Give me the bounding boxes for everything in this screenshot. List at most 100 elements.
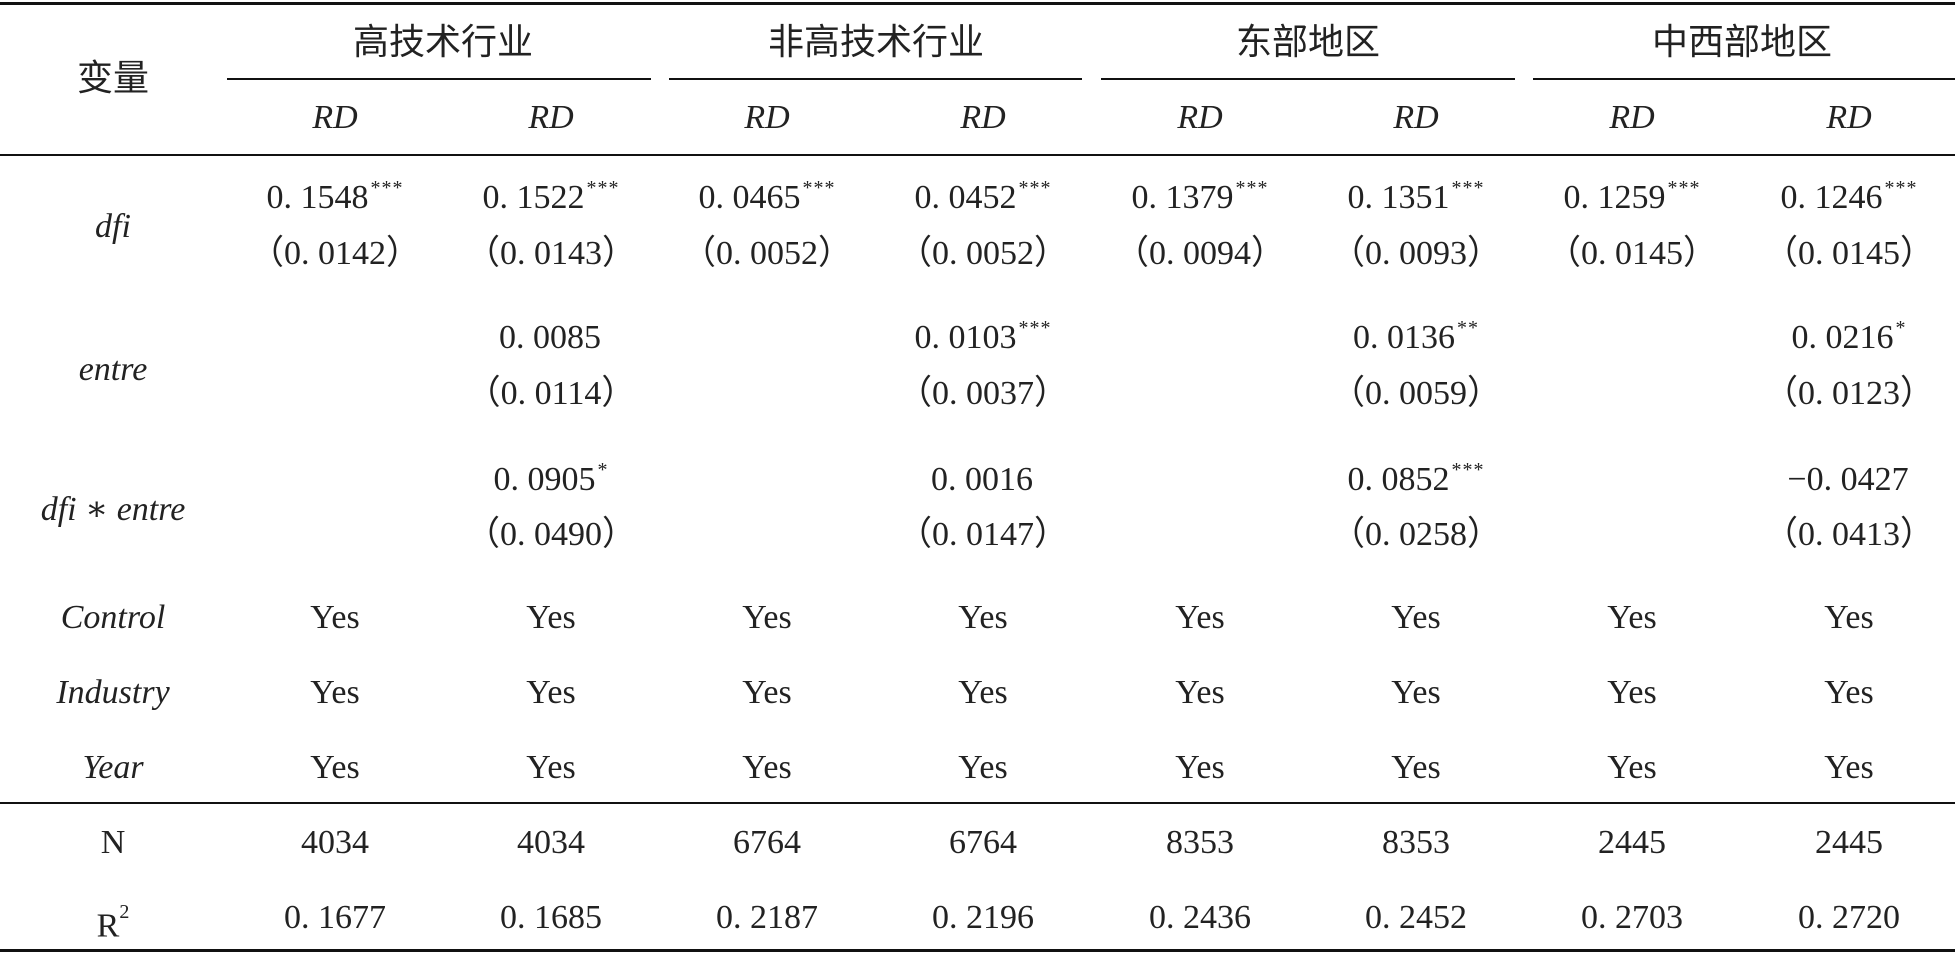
coef-cell xyxy=(766,460,768,504)
value-cell: 0. 2720 xyxy=(1798,899,1900,936)
value-cell: Yes xyxy=(1607,674,1657,711)
row-control-label: Control xyxy=(61,598,166,638)
coef-cell: 0. 0452 *** xyxy=(915,177,1052,222)
coef-value: 0. 0216 xyxy=(1791,319,1894,356)
coef-cell: 0. 1246 *** xyxy=(1781,177,1918,222)
value-cell: Yes xyxy=(310,674,360,711)
std-error: （0. 0059） xyxy=(1331,375,1501,412)
row-n-label: N xyxy=(101,823,126,863)
value-cell: Yes xyxy=(1607,599,1657,636)
std-error: （0. 0052） xyxy=(682,235,852,272)
coef-cell: 0. 0016 xyxy=(931,460,1035,504)
coef-cell: 0. 0465 *** xyxy=(699,177,836,222)
row-entre-label: entre xyxy=(78,351,148,388)
significance-stars: *** xyxy=(802,177,836,199)
coef-value: 0. 1548 xyxy=(266,179,369,216)
coef-value: −0. 0427 xyxy=(1787,461,1909,498)
mid-rule xyxy=(0,802,1955,804)
value-cell: 8353 xyxy=(1382,824,1450,861)
coef-value: 0. 0905 xyxy=(493,461,596,498)
value-cell: 2445 xyxy=(1815,824,1883,861)
value-cell: 0. 2436 xyxy=(1149,899,1251,936)
significance-stars: ** xyxy=(1457,317,1479,339)
value-cell: 2445 xyxy=(1598,824,1666,861)
bottom-rule xyxy=(0,949,1955,952)
row-year-label: Year xyxy=(82,748,143,788)
coef-cell: 0. 1259 *** xyxy=(1564,177,1701,222)
value-cell: 8353 xyxy=(1166,824,1234,861)
coef-cell: 0. 0085 xyxy=(499,318,603,362)
coef-cell: 0. 0136 ** xyxy=(1353,317,1479,362)
row-dfi-label: dfi xyxy=(95,208,131,245)
std-error: （0. 0143） xyxy=(466,235,636,272)
coef-value: 0. 0103 xyxy=(914,319,1017,356)
coef-value: 0. 1522 xyxy=(482,179,585,216)
dep-var-header: RD xyxy=(312,99,358,136)
row-label-text: N xyxy=(100,824,126,861)
value-cell: 4034 xyxy=(517,824,585,861)
value-cell: Yes xyxy=(310,749,360,786)
significance-stars: *** xyxy=(1884,177,1918,199)
coef-cell xyxy=(766,318,768,362)
dep-var-header: RD xyxy=(1609,99,1655,136)
std-error: （0. 0037） xyxy=(898,375,1068,412)
coef-cell xyxy=(1199,460,1201,504)
coef-cell: 0. 1522 *** xyxy=(482,177,620,222)
group-header-central-west: 中西部地区 xyxy=(1651,22,1833,62)
group-header-non-high-tech: 非高技术行业 xyxy=(767,22,985,62)
std-error: （0. 0147） xyxy=(898,516,1068,553)
significance-stars: *** xyxy=(1018,317,1052,339)
value-cell: Yes xyxy=(1824,749,1874,786)
value-cell: 0. 2703 xyxy=(1581,899,1683,936)
dep-var-header: RD xyxy=(1177,99,1223,136)
std-error: （0. 0145） xyxy=(1764,235,1934,272)
value-cell: Yes xyxy=(1391,749,1441,786)
coef-cell xyxy=(1631,460,1633,504)
row-label-text: Industry xyxy=(56,674,170,711)
dep-var-header: RD xyxy=(528,99,574,136)
group-header-east: 东部地区 xyxy=(1235,22,1381,62)
value-cell: Yes xyxy=(742,749,792,786)
std-error: （0. 0490） xyxy=(466,516,636,553)
value-cell: 0. 2196 xyxy=(932,899,1034,936)
coef-cell xyxy=(334,460,336,504)
coef-value: 0. 1351 xyxy=(1347,179,1450,216)
value-cell: Yes xyxy=(742,674,792,711)
std-error: （0. 0114） xyxy=(466,375,636,412)
value-cell: Yes xyxy=(1824,599,1874,636)
value-cell: Yes xyxy=(1391,599,1441,636)
coef-cell: 0. 0216 * xyxy=(1791,317,1907,362)
std-error: （0. 0094） xyxy=(1115,235,1285,272)
coef-value: 0. 0016 xyxy=(931,461,1033,498)
coef-cell: 0. 0905 * xyxy=(493,459,609,504)
row-industry-label: Industry xyxy=(56,673,169,713)
value-cell: Yes xyxy=(1175,599,1225,636)
value-cell: Yes xyxy=(526,749,576,786)
std-error: （0. 0142） xyxy=(250,235,420,272)
value-cell: Yes xyxy=(958,599,1008,636)
value-cell: Yes xyxy=(310,599,360,636)
top-rule xyxy=(0,2,1955,5)
row-label-text: Control xyxy=(60,599,166,636)
value-cell: Yes xyxy=(1824,674,1874,711)
dep-var-header: RD xyxy=(744,99,790,136)
std-error: （0. 0145） xyxy=(1547,235,1717,272)
header-bottom-rule xyxy=(0,154,1955,156)
group-header-high-tech: 高技术行业 xyxy=(352,22,534,62)
value-cell: Yes xyxy=(1175,749,1225,786)
significance-stars: *** xyxy=(370,177,404,199)
coef-cell: 0. 1351 *** xyxy=(1347,177,1485,222)
value-cell: Yes xyxy=(1175,674,1225,711)
coef-value: 0. 1379 xyxy=(1131,179,1234,216)
significance-stars: *** xyxy=(1451,459,1485,481)
std-error: （0. 0052） xyxy=(898,235,1068,272)
value-cell: 0. 2187 xyxy=(716,899,818,936)
significance-stars: *** xyxy=(1667,177,1701,199)
dep-var-header: RD xyxy=(1826,99,1872,136)
value-cell: Yes xyxy=(958,674,1008,711)
variable-header: 变量 xyxy=(76,58,150,98)
significance-stars: *** xyxy=(1451,177,1485,199)
coef-value: 0. 0852 xyxy=(1347,461,1450,498)
row-dfi-x-entre-label: dfi ∗ entre xyxy=(40,491,186,528)
